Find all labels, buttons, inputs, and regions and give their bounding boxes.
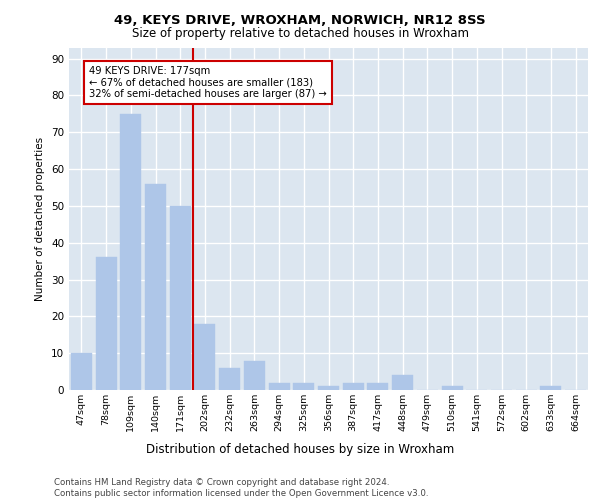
Bar: [343, 382, 364, 390]
Bar: [367, 382, 388, 390]
Bar: [170, 206, 191, 390]
Text: Size of property relative to detached houses in Wroxham: Size of property relative to detached ho…: [131, 28, 469, 40]
Bar: [442, 386, 463, 390]
Bar: [219, 368, 240, 390]
Text: Distribution of detached houses by size in Wroxham: Distribution of detached houses by size …: [146, 442, 454, 456]
Bar: [318, 386, 339, 390]
Bar: [541, 386, 562, 390]
Bar: [145, 184, 166, 390]
Bar: [392, 376, 413, 390]
Y-axis label: Number of detached properties: Number of detached properties: [35, 136, 46, 301]
Text: Contains HM Land Registry data © Crown copyright and database right 2024.
Contai: Contains HM Land Registry data © Crown c…: [54, 478, 428, 498]
Text: 49, KEYS DRIVE, WROXHAM, NORWICH, NR12 8SS: 49, KEYS DRIVE, WROXHAM, NORWICH, NR12 8…: [114, 14, 486, 27]
Bar: [120, 114, 141, 390]
Bar: [71, 353, 92, 390]
Bar: [95, 258, 116, 390]
Bar: [244, 360, 265, 390]
Bar: [293, 382, 314, 390]
Bar: [194, 324, 215, 390]
Text: 49 KEYS DRIVE: 177sqm
← 67% of detached houses are smaller (183)
32% of semi-det: 49 KEYS DRIVE: 177sqm ← 67% of detached …: [89, 66, 326, 99]
Bar: [269, 382, 290, 390]
